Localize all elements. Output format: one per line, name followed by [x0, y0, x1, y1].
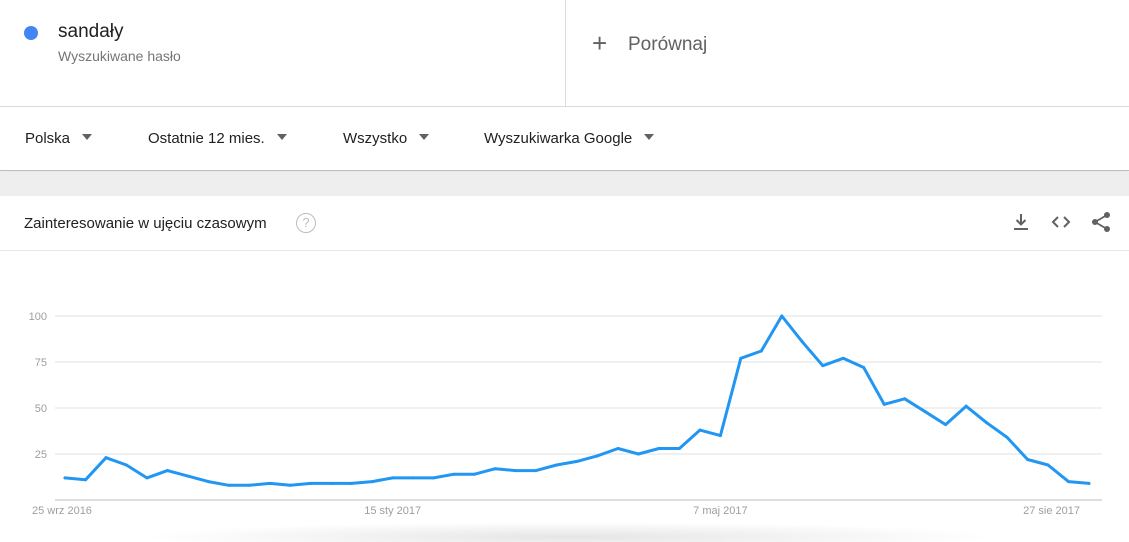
y-tick-label: 50 — [35, 403, 47, 415]
card-title: Zainteresowanie w ujęciu czasowym — [24, 215, 267, 232]
data-point[interactable] — [944, 423, 948, 427]
search-term-card[interactable]: sandały Wyszukiwane hasło — [0, 0, 566, 107]
embed-icon[interactable] — [1049, 210, 1073, 234]
y-tick-label: 25 — [35, 449, 47, 461]
data-point[interactable] — [985, 421, 989, 425]
data-point[interactable] — [964, 404, 968, 408]
data-point[interactable] — [309, 481, 313, 485]
share-icon[interactable] — [1089, 210, 1113, 234]
compare-button[interactable]: + Porównaj — [566, 0, 1129, 107]
dropdown-arrow-icon — [276, 134, 287, 141]
data-point[interactable] — [288, 483, 292, 487]
time-range-filter-label: Ostatnie 12 mies. — [148, 130, 265, 147]
category-filter[interactable]: Wszystko — [343, 130, 430, 147]
data-point[interactable] — [759, 349, 763, 353]
data-point[interactable] — [493, 467, 497, 471]
data-point[interactable] — [882, 402, 886, 406]
data-point[interactable] — [63, 476, 67, 480]
data-point[interactable] — [780, 314, 784, 318]
data-point[interactable] — [636, 452, 640, 456]
plus-icon: + — [592, 28, 608, 58]
data-point[interactable] — [923, 410, 927, 414]
x-tick-label: 7 maj 2017 — [693, 505, 747, 517]
x-tick-label: 27 sie 2017 — [1023, 505, 1080, 517]
y-tick-label: 100 — [29, 311, 47, 323]
search-term-name[interactable]: sandały — [58, 21, 124, 42]
data-point[interactable] — [350, 481, 354, 485]
search-terms-bar: sandały Wyszukiwane hasło + Porównaj — [0, 0, 1129, 107]
data-point[interactable] — [1005, 435, 1009, 439]
data-point[interactable] — [821, 364, 825, 368]
data-point[interactable] — [227, 483, 231, 487]
data-point[interactable] — [145, 476, 149, 480]
data-point[interactable] — [452, 472, 456, 476]
data-point[interactable] — [1046, 463, 1050, 467]
data-point[interactable] — [657, 446, 661, 450]
data-point[interactable] — [473, 472, 477, 476]
data-point[interactable] — [1087, 481, 1091, 485]
filter-bar: Polska Ostatnie 12 mies. Wszystko Wyszuk… — [0, 107, 1129, 171]
dropdown-arrow-icon — [82, 134, 93, 141]
data-point[interactable] — [555, 463, 559, 467]
section-separator — [0, 172, 1129, 196]
data-point[interactable] — [268, 481, 272, 485]
data-point[interactable] — [903, 397, 907, 401]
dropdown-arrow-icon — [644, 134, 655, 141]
data-point[interactable] — [329, 481, 333, 485]
data-point[interactable] — [391, 476, 395, 480]
card-header: Zainteresowanie w ujęciu czasowym ? — [0, 196, 1129, 251]
data-point[interactable] — [124, 463, 128, 467]
data-point[interactable] — [800, 340, 804, 344]
data-point[interactable] — [677, 446, 681, 450]
data-point[interactable] — [411, 476, 415, 480]
data-point[interactable] — [616, 446, 620, 450]
data-point[interactable] — [1026, 458, 1030, 462]
interest-line-chart: 25 50 75 100 25 wrz 2016 15 sty 2017 7 maj 20… — [29, 311, 1102, 517]
time-range-filter[interactable]: Ostatnie 12 mies. — [148, 130, 287, 147]
data-point[interactable] — [862, 366, 866, 370]
data-point[interactable] — [104, 456, 108, 460]
data-point[interactable] — [165, 469, 169, 473]
x-tick-label: 15 sty 2017 — [364, 505, 421, 517]
data-point[interactable] — [739, 356, 743, 360]
data-point[interactable] — [1067, 480, 1071, 484]
help-icon[interactable]: ? — [296, 213, 316, 233]
data-point[interactable] — [841, 356, 845, 360]
x-tick-label: 25 wrz 2016 — [32, 505, 92, 517]
search-type-filter-label: Wyszukiwarka Google — [484, 130, 633, 147]
data-point[interactable] — [514, 469, 518, 473]
data-point[interactable] — [186, 474, 190, 478]
bottom-shadow — [140, 522, 1000, 542]
data-point[interactable] — [698, 428, 702, 432]
data-point[interactable] — [595, 454, 599, 458]
compare-label: Porównaj — [628, 34, 708, 55]
data-point[interactable] — [718, 434, 722, 438]
series-color-dot — [24, 26, 38, 40]
data-point[interactable] — [534, 469, 538, 473]
category-filter-label: Wszystko — [343, 130, 408, 147]
region-filter[interactable]: Polska — [25, 130, 93, 147]
data-point[interactable] — [575, 459, 579, 463]
search-type-filter[interactable]: Wyszukiwarka Google — [484, 130, 655, 147]
dropdown-arrow-icon — [419, 134, 430, 141]
interest-over-time-card: Zainteresowanie w ujęciu czasowym ? — [0, 196, 1129, 542]
search-term-type: Wyszukiwane hasło — [58, 48, 181, 64]
region-filter-label: Polska — [25, 130, 71, 147]
data-point[interactable] — [83, 478, 87, 482]
download-icon[interactable] — [1009, 210, 1033, 234]
data-point[interactable] — [206, 480, 210, 484]
y-tick-label: 75 — [35, 357, 47, 369]
data-point[interactable] — [247, 483, 251, 487]
data-point[interactable] — [370, 480, 374, 484]
data-point[interactable] — [432, 476, 436, 480]
